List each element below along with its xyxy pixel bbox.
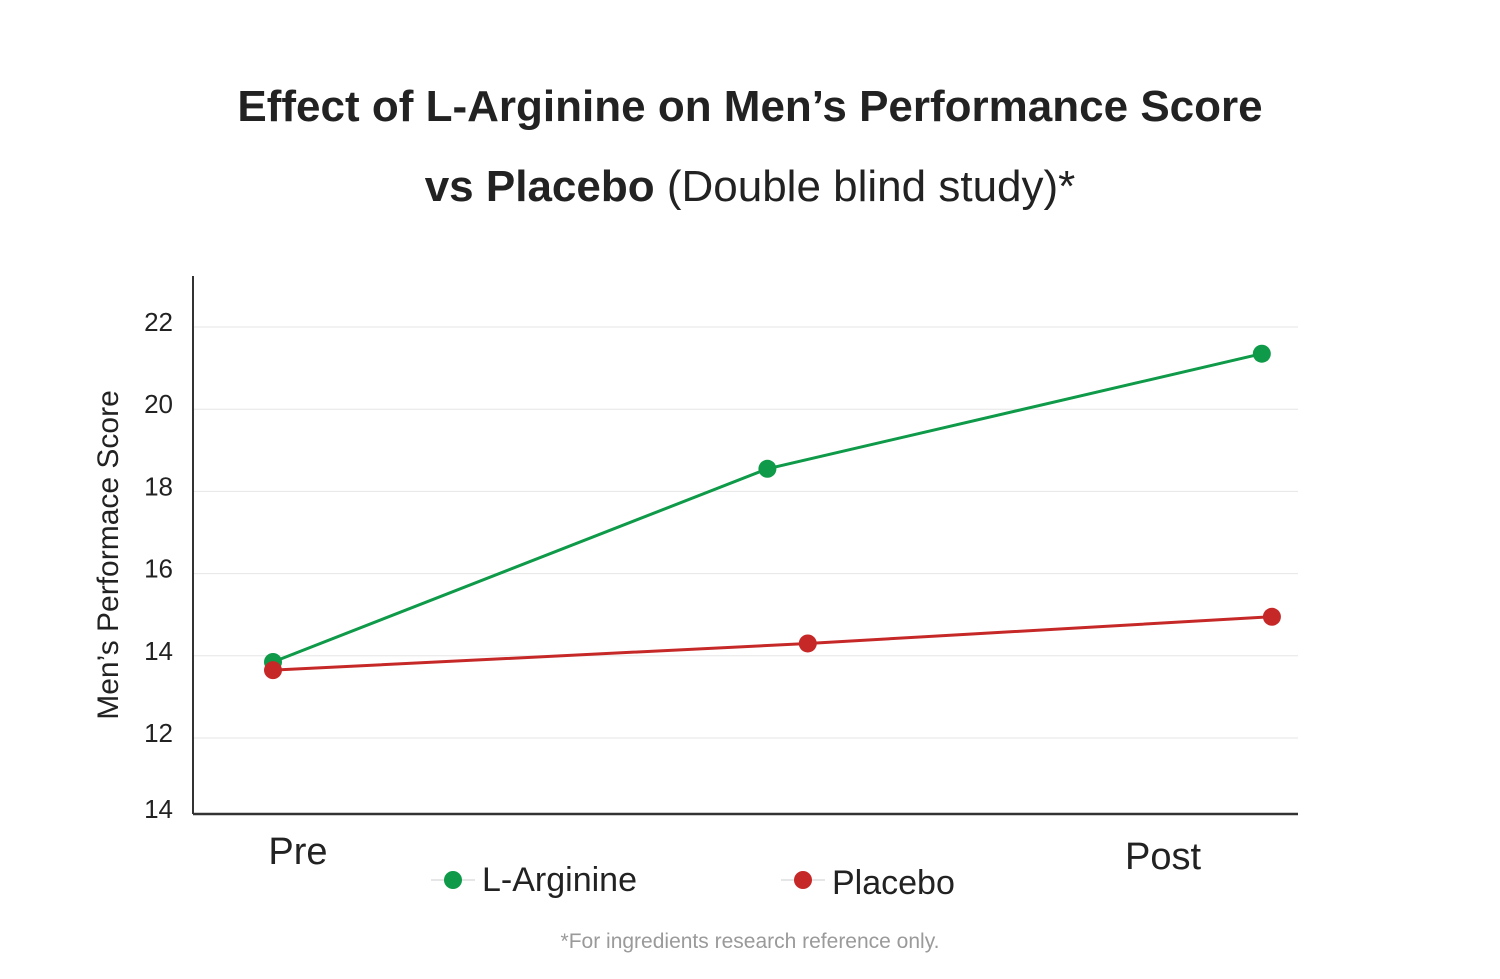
legend-label-placebo: Placebo	[832, 864, 955, 902]
y-tick-label: 14	[144, 636, 173, 666]
legend-marker-placebo	[794, 871, 812, 889]
chart-title-light: (Double blind study)*	[666, 162, 1076, 211]
chart-title-bold: vs Placebo	[424, 162, 655, 211]
x-tick-label-post: Post	[1125, 836, 1201, 878]
series-line-l-arginine	[272, 352, 1263, 664]
y-tick-label: 18	[144, 471, 173, 501]
y-tick-label: 12	[144, 718, 173, 748]
legend-marker-l-arginine	[444, 871, 462, 889]
series-line-placebo	[272, 615, 1272, 672]
y-axis-label: Men’s Performace Score	[92, 390, 125, 720]
y-tick-label: 22	[144, 307, 173, 337]
chart-title-line1: Effect of L-Arginine on Men’s Performanc…	[237, 82, 1263, 131]
data-point-placebo	[798, 634, 817, 653]
y-tick-label: 20	[144, 389, 173, 419]
data-point-placebo	[1262, 607, 1281, 626]
footnote: *For ingredients research reference only…	[560, 930, 940, 953]
legend-label-l-arginine: L-Arginine	[482, 861, 637, 899]
y-tick-label: 16	[144, 554, 173, 584]
data-point-l-arginine	[758, 459, 777, 478]
data-point-placebo	[264, 661, 282, 680]
chart-title-line2: vs Placebo (Double blind study)*	[0, 162, 1500, 212]
data-point-l-arginine	[1252, 344, 1271, 363]
y-tick-label: 14	[144, 794, 173, 824]
x-tick-label-pre: Pre	[268, 831, 327, 873]
